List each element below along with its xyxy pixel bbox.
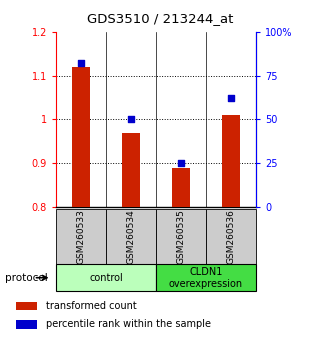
Point [78,61,84,66]
Bar [56,264,156,291]
Text: GSM260535: GSM260535 [177,209,186,264]
Bar [16,302,37,310]
Text: GDS3510 / 213244_at: GDS3510 / 213244_at [87,12,233,25]
Text: transformed count: transformed count [46,301,137,311]
Bar [206,209,256,264]
Text: protocol: protocol [5,273,48,283]
Text: GSM260533: GSM260533 [76,209,85,264]
Text: control: control [89,273,123,283]
Text: GSM260536: GSM260536 [227,209,236,264]
Bar [106,209,156,264]
Point [179,160,184,166]
Point [128,117,133,122]
Point [228,96,234,101]
Bar [156,209,206,264]
Bar [156,264,256,291]
Bar [56,209,106,264]
Bar [16,320,37,329]
Bar [72,67,90,207]
Bar [222,115,240,207]
Text: GSM260534: GSM260534 [126,209,135,264]
Text: CLDN1
overexpression: CLDN1 overexpression [169,267,243,289]
Bar [122,133,140,207]
Bar [172,168,190,207]
Text: percentile rank within the sample: percentile rank within the sample [46,319,211,329]
